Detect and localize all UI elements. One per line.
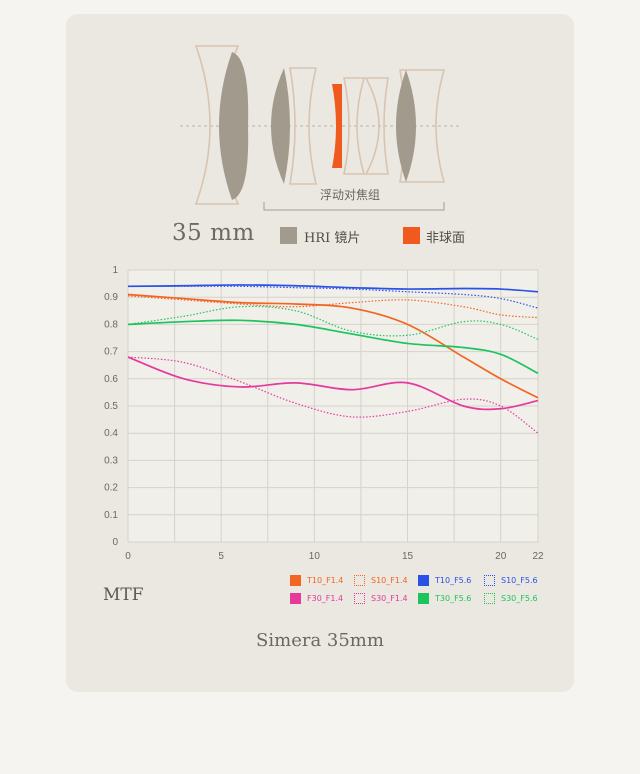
series-line-s30-f1-4 [127, 356, 539, 434]
lens-element-3-outline-a [343, 77, 366, 175]
lens-element-asph [332, 84, 342, 168]
legend-swatch [418, 575, 429, 586]
lens-element-1-hri [219, 52, 249, 200]
y-tick-label: 0 [112, 537, 118, 548]
legend-swatch [418, 593, 429, 604]
legend-swatch [354, 575, 365, 586]
x-tick-label: 0 [125, 551, 131, 562]
lens-element-2-hri [271, 68, 290, 184]
x-tick-label: 20 [495, 551, 507, 562]
hri-swatch [280, 227, 297, 244]
y-tick-label: 1 [112, 265, 118, 276]
legend-swatch [290, 593, 301, 604]
series-line-s10-f1-4 [127, 295, 539, 319]
series-line-f30-f1-4 [127, 356, 539, 411]
series-line-t10-f5-6 [127, 284, 539, 293]
legend-label: S10_F5.6 [501, 576, 538, 585]
y-tick-label: 0.5 [104, 401, 118, 412]
mtf-chart: 00.10.20.30.40.50.60.70.80.910 5 10 15 20 22 [104, 265, 544, 562]
legend-label: S30_F5.6 [501, 594, 538, 603]
series-line-t10-f1-4 [127, 293, 539, 399]
legend-label: S10_F1.4 [371, 576, 408, 585]
focal-length: 35 mm [172, 220, 255, 246]
legend-label: T30_F5.6 [435, 594, 472, 603]
y-tick-label: 0.2 [104, 483, 118, 494]
y-tick-label: 0.4 [104, 428, 118, 439]
hri-legend-label: HRI 镜片 [304, 231, 361, 246]
lens-diagram [180, 45, 462, 211]
x-tick-label: 10 [309, 551, 321, 562]
legend-label: T10_F1.4 [307, 576, 344, 585]
legend-swatch [290, 575, 301, 586]
asph-legend-label: 非球面 [426, 231, 466, 246]
series-line-s30-f5-6 [127, 305, 539, 340]
legend-swatch [484, 593, 495, 604]
lens-element-2-outline [289, 67, 318, 185]
series-line-t30-f5-6 [127, 319, 539, 375]
y-tick-label: 0.1 [104, 510, 118, 521]
legend-label: T10_F5.6 [435, 576, 472, 585]
x-tick-label: 5 [218, 551, 224, 562]
legend-swatch [484, 575, 495, 586]
y-tick-label: 0.7 [104, 347, 118, 358]
legend-swatch [354, 593, 365, 604]
lens-element-4-hri [396, 70, 416, 182]
floating-group-label: 浮动对焦组 [320, 188, 381, 202]
x-tick-label: 22 [532, 551, 544, 562]
legend-label: S30_F1.4 [371, 594, 408, 603]
floating-group-bracket [263, 202, 445, 211]
y-tick-label: 0.6 [104, 374, 118, 385]
legend-label: F30_F1.4 [307, 594, 344, 603]
x-tick-label: 15 [402, 551, 414, 562]
asph-swatch [403, 227, 420, 244]
y-tick-label: 0.8 [104, 319, 118, 330]
y-tick-label: 0.9 [104, 292, 118, 303]
y-tick-label: 0.3 [104, 455, 118, 466]
caption: Simera 35mm [256, 630, 384, 651]
chart-label: MTF [103, 585, 144, 605]
lens-element-3-outline-b [364, 77, 389, 175]
